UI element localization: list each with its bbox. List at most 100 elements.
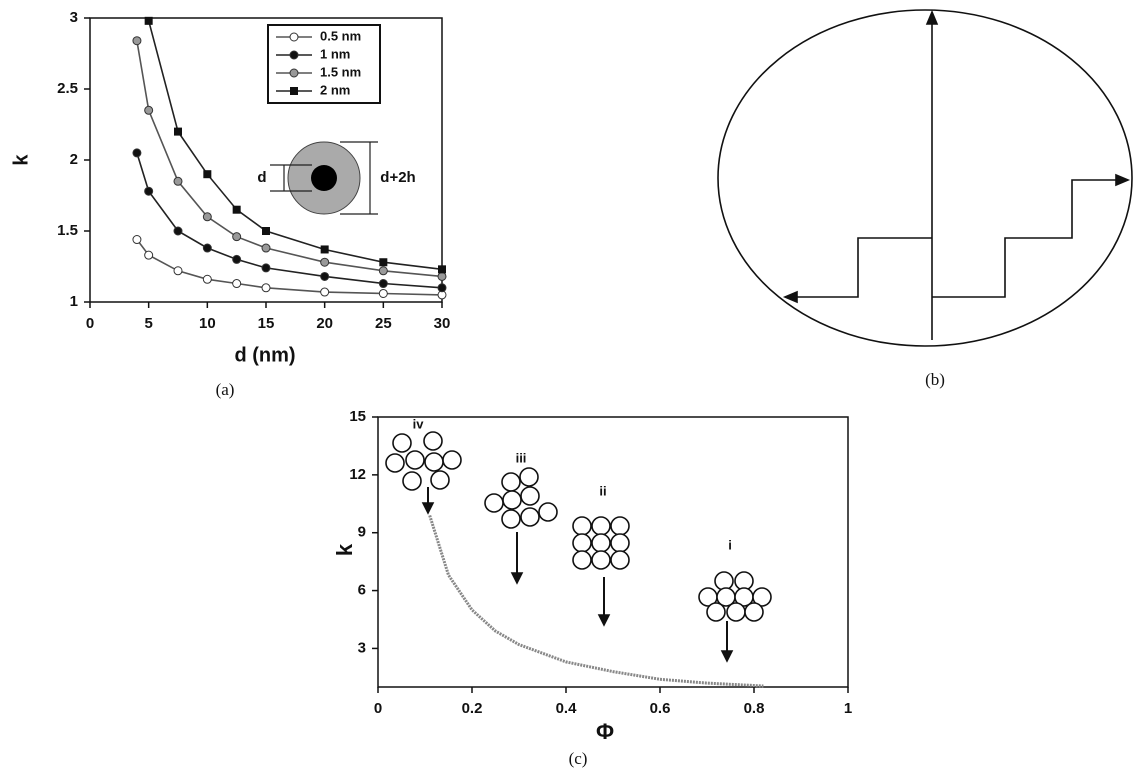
marker (379, 267, 387, 275)
caption: (a) (216, 380, 235, 399)
cluster-particle (431, 471, 449, 489)
x-tick-label: 0.6 (650, 700, 671, 717)
marker (262, 284, 270, 292)
marker (133, 236, 141, 244)
marker (203, 170, 211, 178)
cluster-particle (503, 491, 521, 509)
marker (379, 280, 387, 288)
arrow-head (512, 573, 522, 583)
marker (321, 288, 329, 296)
arrow-head (1116, 175, 1128, 185)
cluster-particle (707, 603, 725, 621)
marker (145, 251, 153, 259)
y-tick-label: 1.5 (57, 222, 78, 239)
cluster-particle (403, 472, 421, 490)
marker (174, 227, 182, 235)
cluster-particle (611, 534, 629, 552)
y-tick-label: 9 (358, 524, 366, 541)
cluster-particle (573, 517, 591, 535)
arrow-head (599, 615, 609, 625)
cluster-particle (592, 534, 610, 552)
x-tick-label: 15 (258, 315, 275, 332)
marker (174, 128, 182, 136)
x-tick-label: 30 (434, 315, 451, 332)
cluster-particle (715, 572, 733, 590)
cluster-particle (425, 453, 443, 471)
y-tick-label: 1 (70, 293, 78, 310)
marker (133, 37, 141, 45)
x-tick-label: 0 (86, 315, 94, 332)
marker (145, 106, 153, 114)
panel-b-diagram (718, 10, 1132, 346)
legend-marker (290, 87, 298, 95)
y-tick-label: 12 (349, 466, 366, 483)
cluster-particle (485, 494, 503, 512)
legend-label: 0.5 nm (320, 28, 361, 43)
y-tick-label: 2 (70, 151, 78, 168)
cluster-particle (573, 534, 591, 552)
legend-marker (290, 33, 298, 41)
annotation: iv (413, 416, 425, 431)
x-tick-label: 5 (144, 315, 152, 332)
marker (262, 227, 270, 235)
marker (321, 272, 329, 280)
series-line (137, 240, 442, 295)
annotation: d+2h (380, 169, 415, 186)
x-tick-label: 20 (316, 315, 333, 332)
marker (233, 280, 241, 288)
cluster-particle (592, 517, 610, 535)
y-tick-label: 15 (349, 408, 366, 425)
x-tick-label: 0 (374, 700, 382, 717)
cluster-particle (520, 468, 538, 486)
step-left (795, 238, 932, 297)
caption: (b) (925, 370, 945, 389)
marker (321, 245, 329, 253)
x-tick-label: 0.8 (744, 700, 765, 717)
plot-frame (90, 18, 442, 302)
cluster-icons (386, 432, 771, 661)
marker (233, 233, 241, 241)
legend-label: 1 nm (320, 46, 350, 61)
marker (145, 187, 153, 195)
x-tick-label: 0.2 (462, 700, 483, 717)
marker (262, 264, 270, 272)
marker (438, 272, 446, 280)
marker (174, 267, 182, 275)
cluster-particle (573, 551, 591, 569)
marker (438, 265, 446, 273)
arrow-head (722, 651, 732, 661)
arrow-head (785, 292, 797, 302)
page: (b) 05101520253011.522.53d (nm)k(a)0.5 n… (0, 0, 1136, 781)
marker (233, 255, 241, 263)
cluster-particle (424, 432, 442, 450)
marker (174, 177, 182, 185)
marker (321, 258, 329, 266)
cluster-particle (611, 551, 629, 569)
y-axis-label: k (332, 543, 357, 556)
marker (203, 275, 211, 283)
y-tick-label: 3 (70, 9, 78, 26)
annotation: ii (599, 483, 606, 498)
core (311, 165, 337, 191)
y-axis-label: k (10, 154, 32, 166)
x-axis-label: Φ (596, 719, 614, 744)
x-tick-label: 0.4 (556, 700, 578, 717)
x-axis-label: d (nm) (234, 344, 295, 366)
figure: (b) 05101520253011.522.53d (nm)k(a)0.5 n… (0, 0, 1136, 776)
x-tick-label: 10 (199, 315, 216, 332)
marker (379, 258, 387, 266)
marker (379, 289, 387, 297)
marker (133, 149, 141, 157)
marker (233, 206, 241, 214)
legend-label: 2 nm (320, 82, 350, 97)
circle (718, 10, 1132, 346)
cluster-particle (502, 510, 520, 528)
inset-particle (270, 142, 378, 214)
arrow-head (423, 503, 433, 513)
annotation: i (728, 537, 732, 552)
cluster-particle (727, 603, 745, 621)
cluster-particle (745, 603, 763, 621)
marker (145, 17, 153, 25)
x-tick-label: 1 (844, 700, 852, 717)
y-tick-label: 2.5 (57, 80, 78, 97)
